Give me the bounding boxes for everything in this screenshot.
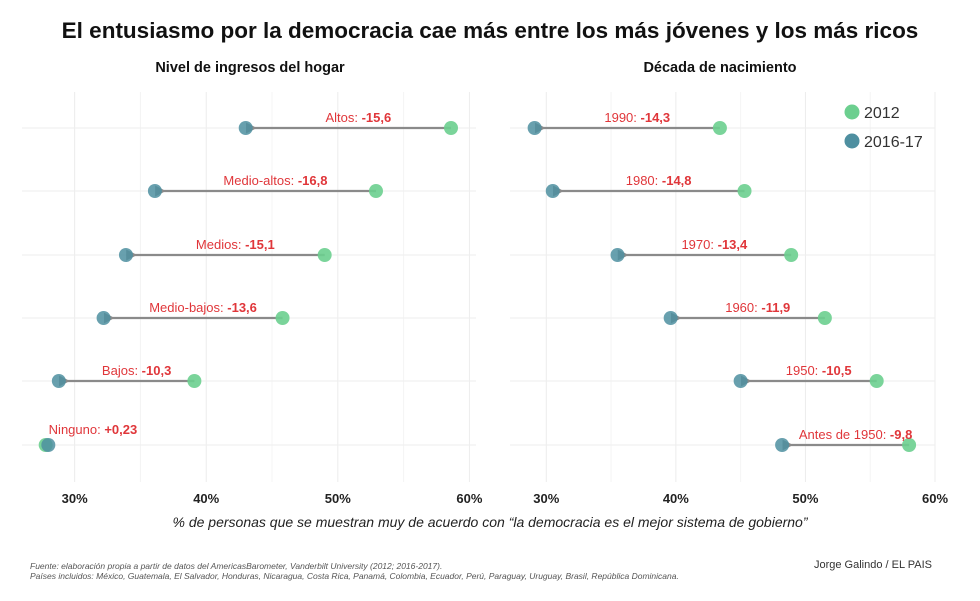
change-label: Medios: -15,1 [196, 237, 275, 252]
dot-2016-17 [733, 374, 748, 388]
dot-2016-17 [41, 438, 56, 452]
change-label-category: Medio-altos: [223, 173, 297, 188]
dot-2016-17 [96, 311, 111, 325]
change-label-value: -13,4 [718, 237, 748, 252]
dot-2012 [869, 374, 884, 388]
dot-2016-17 [238, 121, 253, 135]
dot-2016-17 [527, 121, 542, 135]
dot-2012 [275, 311, 290, 325]
panel-title-income: Nivel de ingresos del hogar [155, 60, 345, 76]
dot-2012 [784, 248, 799, 262]
change-label-category: 1980: [626, 173, 662, 188]
change-label-category: 1990: [604, 110, 640, 125]
change-label: Ninguno: +0,23 [49, 422, 138, 437]
dot-2012 [368, 184, 383, 198]
change-label: Altos: -15,6 [325, 110, 391, 125]
x-tick-label: 60% [456, 491, 482, 506]
legend-label-2016-17: 2016-17 [864, 134, 923, 151]
change-label-value: -15,1 [245, 237, 275, 252]
panel-title-decade: Década de nacimiento [643, 60, 797, 76]
change-label-value: -15,6 [362, 110, 392, 125]
source-note: Fuente: elaboración propia a partir de d… [30, 561, 679, 581]
change-label-category: Medios: [196, 237, 245, 252]
dot-2012 [187, 374, 202, 388]
change-label-category: Medio-bajos: [149, 300, 227, 315]
dot-2016-17 [51, 374, 66, 388]
dot-2016-17 [118, 248, 133, 262]
change-label-value: -16,8 [298, 173, 328, 188]
change-label-category: Altos: [325, 110, 361, 125]
dot-2012 [817, 311, 832, 325]
legend-swatch-2012 [844, 104, 860, 120]
change-label-category: 1950: [786, 363, 822, 378]
legend-label-2012: 2012 [864, 105, 900, 122]
dot-2016-17 [610, 248, 625, 262]
dot-2016-17 [545, 184, 560, 198]
change-label: 1990: -14,3 [604, 110, 670, 125]
change-label-category: Bajos: [102, 363, 142, 378]
change-label: 1980: -14,8 [626, 173, 692, 188]
change-label: Bajos: -10,3 [102, 363, 171, 378]
change-label-value: -13,6 [227, 300, 257, 315]
x-axis-caption: % de personas que se muestran muy de acu… [172, 514, 808, 530]
x-tick-label: 50% [792, 491, 818, 506]
x-tick-label: 40% [193, 491, 219, 506]
dot-2012 [317, 248, 332, 262]
change-label: 1960: -11,9 [725, 300, 790, 315]
x-tick-label: 30% [533, 491, 559, 506]
source-line-2: Países incluidos: México, Guatemala, El … [30, 571, 679, 581]
legend-swatch-2016-17 [844, 133, 860, 149]
change-label: Antes de 1950: -9,8 [799, 427, 912, 442]
dot-2012 [712, 121, 727, 135]
change-label-category: Antes de 1950: [799, 427, 890, 442]
credit: Jorge Galindo / EL PAIS [813, 559, 932, 571]
change-label-value: -14,3 [641, 110, 671, 125]
change-label: Medio-altos: -16,8 [223, 173, 327, 188]
change-label-category: 1970: [681, 237, 717, 252]
dot-2012 [443, 121, 458, 135]
change-label-category: 1960: [725, 300, 761, 315]
change-label-value: -14,8 [662, 173, 692, 188]
change-label-value: -9,8 [890, 427, 912, 442]
change-label-value: -10,3 [142, 363, 172, 378]
dot-2012 [737, 184, 752, 198]
change-label: 1970: -13,4 [681, 237, 748, 252]
dot-2012 [902, 438, 917, 452]
dot-2016-17 [663, 311, 678, 325]
change-label-value: +0,23 [104, 422, 137, 437]
change-label-value: -11,9 [761, 300, 790, 315]
x-tick-label: 30% [62, 491, 88, 506]
dot-2016-17 [147, 184, 162, 198]
x-tick-label: 60% [922, 491, 948, 506]
chart-title: El entusiasmo por la democracia cae más … [61, 18, 919, 43]
change-label-category: Ninguno: [49, 422, 105, 437]
x-tick-label: 50% [325, 491, 351, 506]
change-label-value: -10,5 [822, 363, 852, 378]
change-label: 1950: -10,5 [786, 363, 852, 378]
source-line-1: Fuente: elaboración propia a partir de d… [30, 561, 443, 571]
change-label: Medio-bajos: -13,6 [149, 300, 257, 315]
x-tick-label: 40% [663, 491, 689, 506]
dot-2016-17 [775, 438, 790, 452]
